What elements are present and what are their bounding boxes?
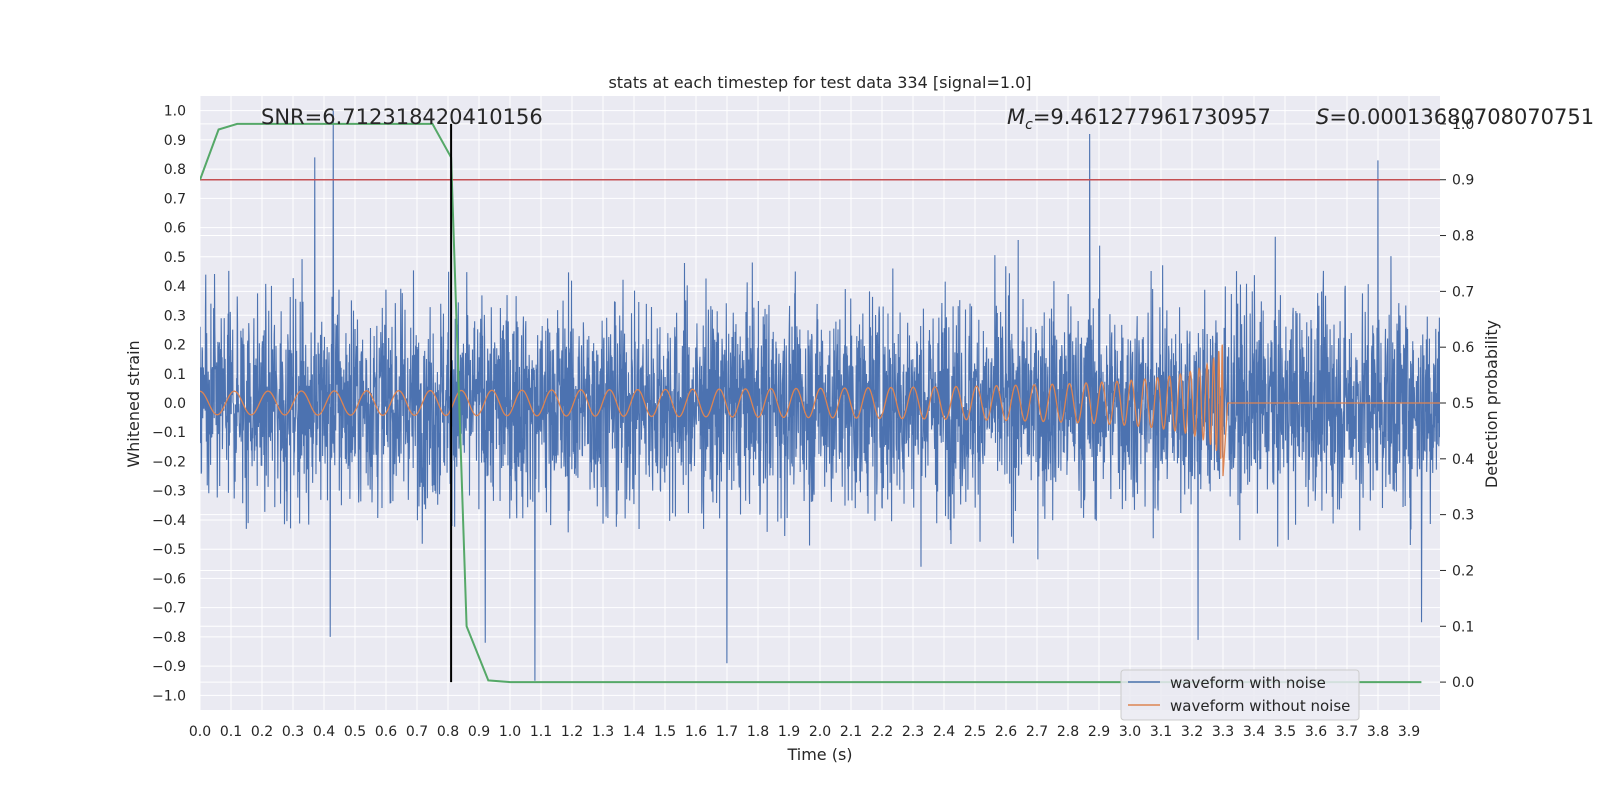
mc-annotation: Mc=9.461277961730957 bbox=[1007, 105, 1271, 133]
legend-box bbox=[1120, 669, 1360, 721]
y-right-tick-label: 0.1 bbox=[1452, 619, 1474, 635]
legend: waveform with noise waveform without noi… bbox=[1120, 669, 1360, 721]
y-left-tick-label: −1.0 bbox=[152, 688, 186, 704]
y-left-tick-label: −0.1 bbox=[152, 425, 186, 441]
y-right-tick-label: 0.7 bbox=[1452, 284, 1474, 300]
y-right-tick-label: 0.0 bbox=[1452, 675, 1474, 691]
y-left-tick-label: 0.9 bbox=[164, 133, 186, 149]
s-annotation: S=0.00013680708070751 bbox=[1316, 105, 1594, 129]
chart-title: stats at each timestep for test data 334… bbox=[608, 73, 1031, 92]
x-tick-label: 2.6 bbox=[995, 724, 1017, 740]
y-left-tick-label: −0.5 bbox=[152, 542, 186, 558]
x-tick-label: 0.6 bbox=[375, 724, 397, 740]
y-left-tick-label: −0.8 bbox=[152, 630, 186, 646]
y-left-tick-label: 0.8 bbox=[164, 162, 186, 178]
x-tick-label: 1.4 bbox=[623, 724, 645, 740]
y-left-tick-label: 0.2 bbox=[164, 338, 186, 354]
x-tick-label: 2.3 bbox=[902, 724, 924, 740]
x-tick-label: 3.6 bbox=[1305, 724, 1327, 740]
y-right-tick-label: 0.9 bbox=[1452, 173, 1474, 189]
x-tick-label: 2.2 bbox=[871, 724, 893, 740]
x-tick-label: 3.9 bbox=[1398, 724, 1420, 740]
x-tick-label: 3.1 bbox=[1150, 724, 1172, 740]
x-tick-label: 2.0 bbox=[809, 724, 831, 740]
x-tick-label: 2.9 bbox=[1088, 724, 1110, 740]
legend-label-clean: waveform without noise bbox=[1170, 697, 1350, 715]
y-left-tick-label: 1.0 bbox=[164, 104, 186, 120]
s-value: =0.00013680708070751 bbox=[1329, 105, 1594, 129]
x-tick-label: 3.8 bbox=[1367, 724, 1389, 740]
y-right-tick-label: 0.3 bbox=[1452, 508, 1474, 524]
x-tick-label: 1.1 bbox=[530, 724, 552, 740]
y-right-tick-label: 0.2 bbox=[1452, 563, 1474, 579]
y-left-tick-label: −0.2 bbox=[152, 454, 186, 470]
x-tick-label: 2.8 bbox=[1057, 724, 1079, 740]
y-right-tick-label: 1.0 bbox=[1452, 117, 1474, 133]
x-tick-label: 1.7 bbox=[716, 724, 738, 740]
x-tick-label: 2.7 bbox=[1026, 724, 1048, 740]
plot-content bbox=[200, 110, 1440, 684]
y-right-axis-label: Detection probability bbox=[1482, 320, 1501, 488]
x-tick-label: 0.9 bbox=[468, 724, 490, 740]
mc-value: =9.461277961730957 bbox=[1033, 105, 1271, 129]
x-tick-label: 1.9 bbox=[778, 724, 800, 740]
snr-annotation: SNR=6.712318420410156 bbox=[261, 105, 543, 129]
x-tick-label: 0.8 bbox=[437, 724, 459, 740]
y-left-tick-label: 0.7 bbox=[164, 191, 186, 207]
s-symbol: S bbox=[1316, 105, 1329, 129]
y-left-tick-label: 0.1 bbox=[164, 367, 186, 383]
y-left-tick-labels: 1.0 0.9 0.8 0.7 0.6 0.5 0.4 0.3 0.2 0.1 0.0 −0.1 −0.… bbox=[152, 104, 186, 705]
y-right-tick-label: 0.4 bbox=[1452, 452, 1474, 468]
y-left-tick-label: 0.3 bbox=[164, 308, 186, 324]
x-tick-label: 3.2 bbox=[1181, 724, 1203, 740]
x-tick-labels: 0.0 0.1 0.2 0.3 0.4 0.5 0.6 0.7 0.8 0.9 1.0 1.1 1.2 1… bbox=[189, 724, 1420, 740]
y-left-axis-label: Whitened strain bbox=[124, 340, 143, 467]
x-tick-label: 2.1 bbox=[840, 724, 862, 740]
x-tick-label: 1.8 bbox=[747, 724, 769, 740]
series-clean-line bbox=[200, 344, 1440, 477]
x-tick-label: 2.4 bbox=[933, 724, 955, 740]
x-tick-label: 0.5 bbox=[344, 724, 366, 740]
y-right-tick-label: 0.6 bbox=[1452, 340, 1474, 356]
x-tick-label: 3.7 bbox=[1336, 724, 1358, 740]
mc-subscript: c bbox=[1025, 117, 1033, 133]
x-tick-label: 3.4 bbox=[1243, 724, 1265, 740]
x-tick-label: 3.0 bbox=[1119, 724, 1141, 740]
x-tick-label: 0.7 bbox=[406, 724, 428, 740]
y-left-tick-label: −0.3 bbox=[152, 484, 186, 500]
y-right-tick-labels: 1.0 0.9 0.8 0.7 0.6 0.5 0.4 0.3 0.2 0.1 0.0 bbox=[1440, 117, 1474, 691]
y-left-tick-label: −0.7 bbox=[152, 601, 186, 617]
x-tick-label: 1.2 bbox=[561, 724, 583, 740]
x-tick-label: 1.3 bbox=[592, 724, 614, 740]
y-right-tick-label: 0.5 bbox=[1452, 396, 1474, 412]
x-tick-label: 2.5 bbox=[964, 724, 986, 740]
y-left-tick-label: 0.0 bbox=[164, 396, 186, 412]
y-left-tick-label: −0.6 bbox=[152, 571, 186, 587]
x-tick-label: 1.6 bbox=[685, 724, 707, 740]
y-left-tick-label: −0.4 bbox=[152, 513, 186, 529]
x-tick-label: 0.3 bbox=[282, 724, 304, 740]
y-left-tick-label: 0.5 bbox=[164, 250, 186, 266]
y-left-tick-label: 0.4 bbox=[164, 279, 186, 295]
x-tick-label: 1.5 bbox=[654, 724, 676, 740]
x-tick-label: 0.0 bbox=[189, 724, 211, 740]
x-tick-label: 0.1 bbox=[220, 724, 242, 740]
y-left-tick-label: −0.9 bbox=[152, 659, 186, 675]
x-axis-label: Time (s) bbox=[786, 745, 852, 764]
x-tick-label: 0.2 bbox=[251, 724, 273, 740]
x-tick-label: 3.5 bbox=[1274, 724, 1296, 740]
mc-symbol: M bbox=[1007, 105, 1025, 129]
x-tick-label: 1.0 bbox=[499, 724, 521, 740]
x-tick-label: 3.3 bbox=[1212, 724, 1234, 740]
y-left-tick-label: 0.6 bbox=[164, 221, 186, 237]
y-right-tick-label: 0.8 bbox=[1452, 229, 1474, 245]
legend-label-noise: waveform with noise bbox=[1170, 674, 1326, 692]
series-probability-line bbox=[200, 122, 1422, 684]
x-tick-label: 0.4 bbox=[313, 724, 335, 740]
